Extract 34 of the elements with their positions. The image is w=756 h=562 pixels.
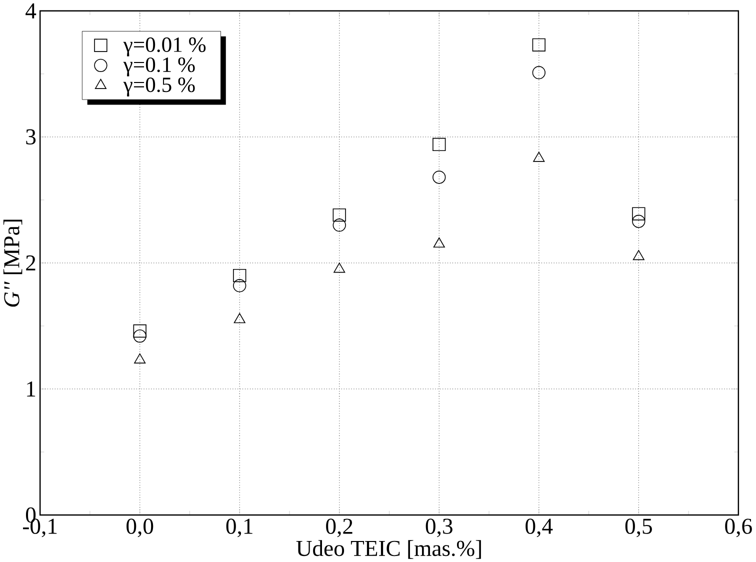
point [632, 207, 646, 220]
x-tick-label: 0,3 [426, 518, 452, 538]
x-tick-label: 0,2 [326, 518, 352, 538]
y-tick-label: 2 [26, 255, 36, 270]
x-axis-title: Udeo TEIC [mas.%] [296, 540, 481, 559]
x-tick-label: 0,4 [526, 518, 553, 538]
point [532, 38, 546, 52]
x-tick-label: 0,6 [725, 518, 752, 538]
point [334, 262, 346, 273]
legend-label: γ=0.5 % [123, 77, 195, 96]
point [332, 208, 346, 222]
legend-label: γ=0.01 % [123, 37, 206, 56]
point [133, 324, 146, 338]
point [234, 312, 246, 324]
x-tick-label: 0,1 [226, 518, 252, 538]
point [332, 218, 346, 232]
point [432, 138, 446, 151]
point [134, 353, 146, 364]
legend-label: γ=0.1 % [123, 57, 195, 76]
point [632, 214, 646, 228]
point [533, 152, 545, 162]
point [532, 66, 546, 80]
y-tick-label: 4 [26, 3, 36, 18]
y-axis-title: G'' [MPa] [3, 220, 22, 306]
x-tick-label: 0,0 [126, 518, 154, 538]
point [632, 250, 644, 260]
x-tick-label: 0,5 [625, 518, 652, 538]
point [133, 329, 146, 342]
point [432, 170, 446, 184]
point [433, 237, 445, 248]
y-tick-label: 3 [26, 129, 36, 144]
point [233, 278, 246, 292]
point [233, 268, 246, 282]
y-tick-label: 1 [27, 381, 36, 396]
